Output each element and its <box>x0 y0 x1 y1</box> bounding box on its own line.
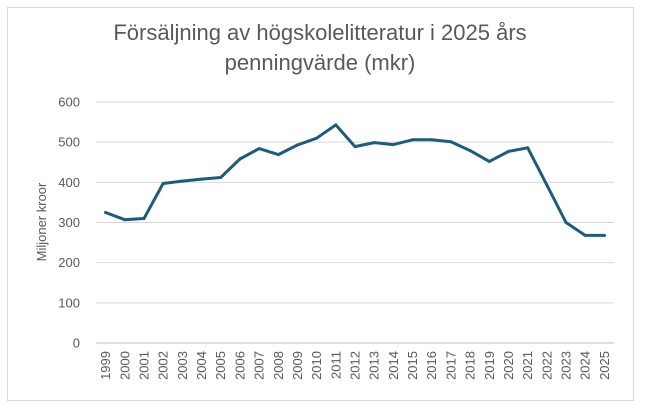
data-point <box>257 147 261 151</box>
x-tick-label: 2020 <box>501 351 516 380</box>
x-axis-ticks: 1999 2000 2001 2002 2003 2004 2005 2006 2007 2008… <box>98 351 612 380</box>
data-point <box>180 179 184 183</box>
x-tick-label: 2009 <box>290 351 305 380</box>
data-point <box>391 143 395 147</box>
data-point <box>545 183 549 187</box>
chart-title-line-2: penningvärde (mkr) <box>224 50 416 75</box>
data-point <box>468 149 472 153</box>
y-axis-label: Miljoner kroor <box>34 182 49 261</box>
x-tick-label: 2010 <box>309 351 324 380</box>
x-tick-label: 2019 <box>482 351 497 380</box>
data-point <box>353 145 357 149</box>
data-point <box>315 136 319 140</box>
data-point <box>602 233 606 237</box>
y-tick-label: 200 <box>58 255 80 270</box>
chart-title: Försäljning av högskolelitteratur i 2025… <box>0 18 640 78</box>
data-point <box>123 218 127 222</box>
x-tick-label: 2016 <box>424 351 439 380</box>
x-tick-label: 2013 <box>367 351 382 380</box>
x-tick-label: 2011 <box>328 351 343 379</box>
x-tick-label: 2002 <box>156 351 171 380</box>
x-tick-label: 2018 <box>463 351 478 380</box>
x-tick-label: 2024 <box>578 351 593 380</box>
y-tick-label: 500 <box>58 135 80 150</box>
data-point <box>161 182 165 186</box>
x-tick-label: 2014 <box>386 351 401 380</box>
data-point <box>564 221 568 224</box>
data-point <box>526 146 530 150</box>
gridlines <box>96 101 614 344</box>
series-line-0 <box>104 123 606 237</box>
x-tick-label: 2021 <box>520 351 535 380</box>
data-point <box>200 177 204 181</box>
x-tick-label: 2005 <box>213 351 228 380</box>
x-tick-label: 1999 <box>98 351 113 380</box>
x-tick-label: 2006 <box>232 351 247 380</box>
data-point <box>487 159 491 163</box>
data-point <box>583 233 587 237</box>
x-tick-label: 2000 <box>117 351 132 380</box>
data-point <box>295 143 299 147</box>
x-tick-label: 2008 <box>271 351 286 380</box>
data-point <box>276 153 280 157</box>
chart-title-line-1: Försäljning av högskolelitteratur i 2025… <box>113 20 527 45</box>
x-tick-label: 2015 <box>405 351 420 380</box>
data-point <box>430 138 434 142</box>
data-point <box>449 140 453 144</box>
data-point <box>506 149 510 153</box>
y-tick-label: 0 <box>73 336 80 351</box>
x-tick-label: 2012 <box>348 351 363 380</box>
x-tick-label: 2023 <box>559 351 574 380</box>
y-axis-ticks: 0 100 200 300 400 500 600 <box>58 95 80 351</box>
x-tick-label: 2007 <box>252 351 267 380</box>
x-tick-label: 2004 <box>194 351 209 380</box>
x-tick-label: 2022 <box>539 351 554 380</box>
data-point <box>104 210 108 214</box>
series-group <box>104 123 606 237</box>
data-point <box>334 123 338 127</box>
y-tick-label: 100 <box>58 295 80 310</box>
x-tick-label: 2001 <box>136 351 151 380</box>
data-point <box>238 157 242 161</box>
data-point <box>372 141 376 145</box>
data-point <box>219 176 223 180</box>
y-tick-label: 400 <box>58 175 80 190</box>
x-tick-label: 2025 <box>597 351 612 380</box>
chart-frame <box>7 7 634 401</box>
data-point <box>142 216 146 220</box>
x-tick-label: 2017 <box>443 351 458 380</box>
x-tick-label: 2003 <box>175 351 190 380</box>
y-tick-label: 600 <box>58 95 80 110</box>
data-point <box>411 138 415 142</box>
y-tick-label: 300 <box>58 215 80 230</box>
